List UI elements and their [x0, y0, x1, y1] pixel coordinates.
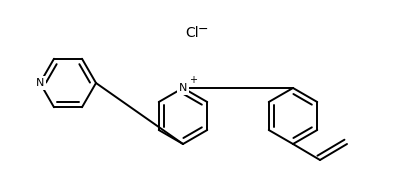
Text: Cl: Cl — [185, 26, 198, 40]
Text: N: N — [36, 78, 44, 88]
Text: +: + — [189, 75, 197, 85]
Text: N: N — [179, 83, 187, 93]
Text: −: − — [198, 23, 208, 36]
